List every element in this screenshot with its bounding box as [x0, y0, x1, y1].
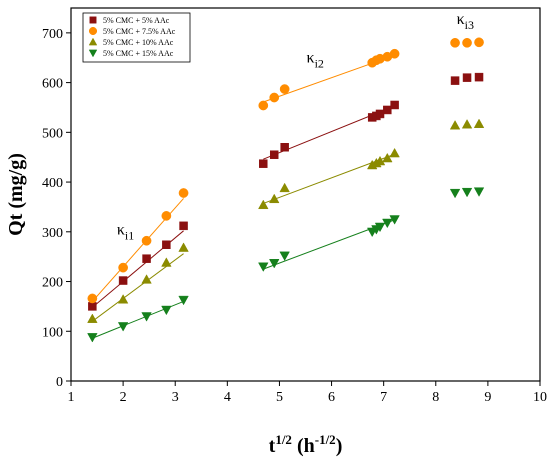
legend-marker: [89, 16, 97, 24]
data-point: [118, 276, 128, 285]
x-tick-label: 5: [276, 390, 283, 405]
data-point: [269, 92, 280, 103]
legend-marker: [88, 49, 98, 58]
data-point: [279, 84, 290, 94]
data-point: [178, 242, 189, 252]
kappa-annotation: κi2: [307, 50, 324, 71]
data-point: [269, 259, 280, 269]
data-point: [474, 37, 484, 48]
data-point: [374, 155, 386, 166]
fit-lines: [91, 54, 395, 339]
y-tick-label: 700: [42, 27, 63, 42]
data-point: [462, 37, 472, 48]
x-tick-label: 10: [533, 390, 547, 405]
legend: 5% CMC + 5% AAc 5% CMC + 7.5% AAc 5% CMC +…: [82, 12, 191, 63]
y-tick-label: 200: [42, 276, 63, 291]
data-point: [461, 187, 473, 198]
data-point: [161, 305, 172, 316]
data-point: [141, 274, 152, 284]
data-points: [87, 37, 485, 343]
data-point: [161, 211, 172, 221]
y-axis-ticks: 0 100 200 300 400 500 600 700: [42, 27, 71, 390]
x-tick-label: 9: [484, 390, 491, 405]
data-point: [389, 147, 400, 158]
data-point: [279, 251, 290, 261]
y-tick-label: 300: [42, 226, 63, 241]
data-point: [141, 235, 152, 246]
plot-frame: [70, 7, 541, 382]
y-tick-label: 100: [42, 325, 63, 340]
data-point: [269, 193, 280, 204]
data-point: [87, 313, 98, 323]
x-tick-label: 1: [68, 390, 75, 405]
data-point: [462, 73, 472, 82]
legend-label: 5% CMC + 5% AAc: [103, 16, 170, 25]
data-point: [179, 221, 188, 231]
data-point: [382, 218, 393, 229]
legend-marker: [88, 26, 98, 36]
data-point: [87, 293, 98, 304]
data-point: [259, 159, 268, 168]
y-tick-label: 0: [56, 375, 63, 390]
y-tick-label: 600: [42, 77, 63, 92]
data-point: [389, 48, 400, 59]
legend-box: [82, 12, 191, 63]
x-tick-label: 6: [328, 390, 335, 405]
data-point: [450, 76, 460, 85]
data-point: [461, 119, 473, 129]
data-point: [142, 254, 151, 263]
legend-label: 5% CMC + 10% AAc: [103, 38, 174, 47]
rate-constant-annotations: κi1 κi2 κi3: [117, 11, 474, 242]
legend-label: 5% CMC + 7.5% AAc: [103, 27, 176, 36]
data-point: [449, 188, 461, 199]
data-point: [178, 295, 189, 306]
data-point: [473, 187, 485, 197]
data-point: [141, 312, 152, 322]
data-point: [258, 199, 269, 210]
y-tick-label: 400: [42, 176, 63, 191]
data-point: [382, 152, 393, 163]
axes: [70, 7, 541, 382]
x-tick-label: 2: [120, 390, 127, 405]
data-point: [87, 333, 98, 343]
data-point: [389, 215, 400, 225]
data-point: [88, 302, 97, 311]
kappa-annotation: κi1: [117, 221, 134, 242]
legend-marker: [88, 37, 98, 46]
x-tick-label: 3: [172, 390, 179, 405]
data-point: [474, 72, 484, 82]
data-point: [279, 182, 290, 193]
data-point: [258, 262, 269, 272]
data-point: [450, 37, 460, 48]
x-tick-label: 8: [432, 390, 439, 405]
data-point: [118, 262, 128, 273]
data-point: [449, 120, 461, 130]
y-tick-label: 500: [42, 126, 63, 141]
data-point: [473, 118, 485, 128]
y-axis-title: Qt (mg/g): [5, 153, 27, 236]
data-point: [280, 143, 289, 152]
data-point: [258, 100, 269, 111]
x-tick-label: 4: [224, 390, 231, 405]
data-point: [161, 257, 172, 267]
x-axis-ticks: 1 2 3 4 5 6 7 8 9 10: [68, 381, 547, 405]
data-point: [374, 222, 386, 233]
data-point: [162, 240, 171, 249]
kappa-annotation: κi3: [457, 11, 474, 32]
data-point: [117, 294, 129, 304]
data-point: [117, 322, 129, 332]
data-point: [375, 109, 385, 119]
data-point: [178, 188, 189, 198]
data-point: [390, 100, 399, 110]
x-tick-label: 7: [380, 390, 387, 405]
data-point: [383, 105, 392, 115]
data-point: [269, 150, 279, 159]
x-axis-title: t1/2 (h-1/2): [269, 432, 343, 457]
legend-label: 5% CMC + 15% AAc: [103, 49, 174, 58]
